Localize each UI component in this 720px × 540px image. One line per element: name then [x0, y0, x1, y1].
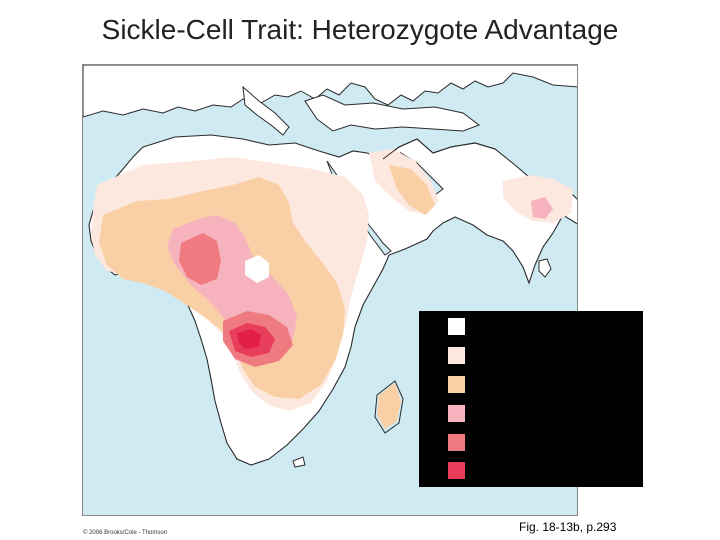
zone-white-patch [245, 255, 269, 283]
legend-swatch-pink [447, 404, 466, 423]
sri-lanka [538, 258, 552, 278]
madagascar [374, 380, 404, 434]
europe-landmass [83, 65, 577, 118]
figure-caption: Fig. 18-13b, p.293 [519, 520, 617, 534]
legend-swatch-red [447, 461, 466, 480]
anatolia-landmass [304, 94, 481, 132]
zone-level-6 [237, 329, 261, 349]
zone-level-3-india [531, 197, 553, 219]
zone-level-2-madagascar [377, 383, 401, 429]
legend [419, 311, 643, 487]
legend-swatch-white [447, 317, 466, 336]
frequency-zones [91, 149, 573, 429]
zone-level-2-mideast [389, 165, 435, 215]
italy-landmass [242, 85, 290, 136]
arabia-coastline [382, 138, 496, 160]
legend-swatch-lightpink [447, 346, 466, 365]
slide-title: Sickle-Cell Trait: Heterozygote Advantag… [101, 14, 619, 45]
zone-level-4 [179, 233, 221, 285]
copyright-notice: © 2006 Brooks/Cole - Thomson [83, 530, 168, 536]
legend-swatch-peach [447, 375, 466, 394]
island-small [292, 456, 306, 468]
legend-swatch-salmon [447, 433, 466, 452]
